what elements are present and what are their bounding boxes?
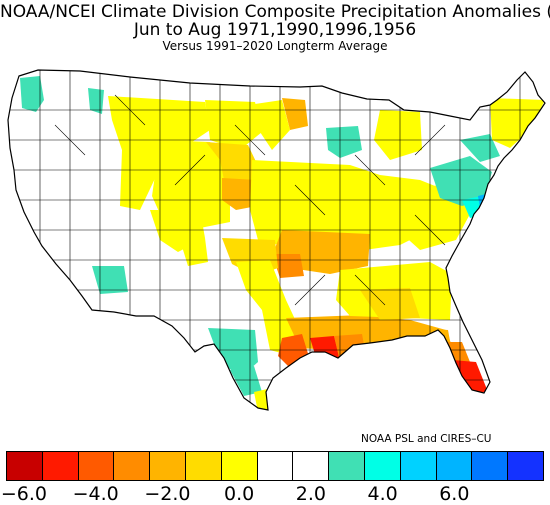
region-ga-dry	[360, 288, 420, 320]
region-tx-west-wet	[208, 328, 258, 378]
region-tx-north-dry	[236, 260, 300, 356]
division-boundaries	[10, 70, 545, 410]
region-sw-wet	[92, 266, 128, 294]
legend-swatch	[364, 452, 401, 480]
legend-swatch	[293, 452, 330, 480]
legend-swatch	[114, 452, 151, 480]
legend-tick-label: 4.0	[367, 483, 398, 505]
legend-tick-label: −2.0	[144, 483, 191, 505]
region-ia-il-dry	[250, 160, 440, 252]
legend-swatch	[42, 452, 79, 480]
legend-swatch	[257, 452, 294, 480]
region-tx-coast-dry	[254, 388, 276, 410]
legend-tick-label: 2.0	[295, 483, 326, 505]
color-legend	[6, 451, 544, 481]
legend-tick-label: 6.0	[439, 483, 470, 505]
legend-tick-label: −4.0	[72, 483, 119, 505]
legend-swatch	[78, 452, 115, 480]
region-tx-south-wet	[230, 366, 262, 396]
us-climate-division-map	[7, 69, 546, 411]
region-nm-dry	[180, 238, 208, 266]
region-wa-coast	[20, 76, 44, 112]
map-baseline: Versus 1991–2020 Longterm Average	[162, 39, 388, 53]
region-appalachian-wet	[430, 156, 492, 206]
map-title: NOAA/NCEI Climate Division Composite Pre…	[0, 2, 550, 22]
legend-swatch	[329, 452, 365, 480]
legend-tick-label: −6.0	[0, 483, 47, 505]
region-fl-south-extreme	[452, 360, 488, 392]
map-period: Jun to Aug 1971,1990,1996,1956	[133, 20, 417, 40]
region-wi-wet	[326, 126, 362, 158]
legend-swatch	[150, 452, 186, 480]
legend-swatch	[436, 452, 473, 480]
data-credit: NOAA PSL and CIRES–CU	[361, 433, 492, 445]
region-mn-dry2	[255, 100, 290, 150]
region-mn-dry	[282, 98, 308, 130]
legend-swatch	[185, 452, 222, 480]
legend-swatch	[508, 452, 543, 480]
region-mi-dry	[374, 110, 422, 160]
region-new-england-dry	[490, 98, 545, 148]
legend-swatch	[472, 452, 509, 480]
region-wy-dry	[152, 140, 230, 228]
legend-swatch	[221, 452, 258, 480]
legend-swatch	[400, 452, 437, 480]
legend-swatch	[7, 452, 43, 480]
legend-tick-label: 0.0	[224, 483, 255, 505]
